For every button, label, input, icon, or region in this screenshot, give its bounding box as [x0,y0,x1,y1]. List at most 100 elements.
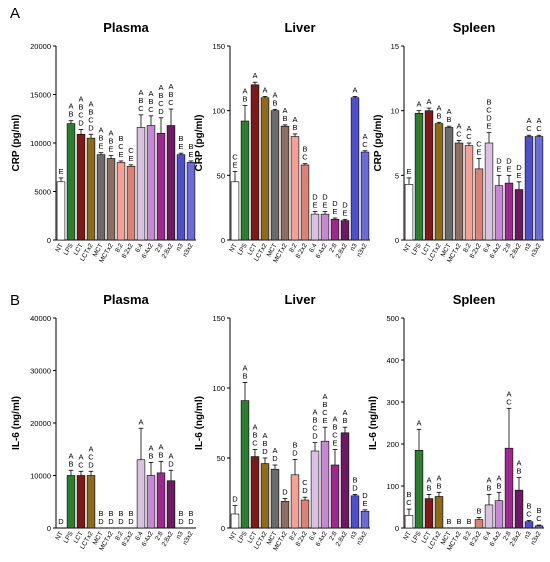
bar-LCT [424,498,434,529]
bar-2:8x2 [166,125,176,241]
y-tick-label: 30000 [30,367,51,376]
bar-LPS [240,400,250,529]
x-tick-label: NT [228,530,238,541]
x-tick-label: 6:4 [308,530,319,542]
y-axis-label: CRP (pg/ml) [11,114,22,171]
significance-letters: D [282,488,288,497]
significance-letters: A [262,85,267,94]
bar-LCT [76,475,86,529]
bar-6:4x2 [320,440,330,529]
chart-title: Liver [284,20,315,35]
significance-letters: B [476,507,481,516]
y-tick-label: 50 [217,171,225,180]
chart-title: Spleen [453,20,496,35]
bar-LPS [240,120,250,241]
bar-LPS [414,449,424,529]
bar-8:2x2 [474,519,484,529]
x-tick-label: NT [228,242,238,253]
y-tick-label: 10 [391,107,399,116]
x-tick-label: n3x2 [356,242,369,258]
bar-NT [56,181,66,241]
bar-6:4x2 [146,125,156,241]
bar-6:4x2 [146,475,156,529]
x-tick-label: n3x2 [530,530,543,546]
bar-n3 [524,521,534,529]
significance-letters: A [352,85,357,94]
significance-letters: A [416,100,421,109]
x-tick-label: 8:2x2 [121,242,135,260]
bar-2:8 [330,219,340,241]
y-tick-label: 15000 [30,91,51,100]
x-tick-label: n3 [175,530,185,540]
significance-letters: A [252,71,257,80]
bar-n3x2 [534,136,544,241]
y-tick-label: 10000 [30,139,51,148]
significance-letters: B [466,517,471,526]
bar-MCTx2 [454,142,464,241]
y-tick-label: 300 [386,398,399,407]
x-tick-label: 8:2x2 [469,530,483,548]
x-tick-label: 8:2 [462,530,473,542]
x-tick-label: 6:4 [134,530,145,542]
y-tick-label: 200 [386,440,399,449]
bar-n3x2 [360,151,370,241]
bar-LCT [250,84,260,241]
chart-title: Liver [284,292,315,307]
bar-n3 [176,154,186,241]
bar-NT [230,513,240,529]
x-tick-label: 2:8x2 [509,530,523,548]
bar-8:2 [290,474,300,529]
bar-6:4 [310,213,320,241]
x-tick-label: 6:4 [134,242,145,254]
significance-letters: A [426,97,431,106]
bar-6:4 [136,459,146,529]
bar-2:8 [504,182,514,241]
x-tick-label: 8:2x2 [295,242,309,260]
y-tick-label: 5 [395,171,399,180]
bar-LCT [250,456,260,529]
x-tick-label: n3 [349,530,359,540]
significance-letters: D [232,495,238,504]
bar-NT [404,184,414,241]
bar-LCTx2 [86,475,96,529]
y-tick-label: 0 [221,524,225,533]
x-tick-label: 2:8x2 [335,242,349,260]
bar-n3x2 [186,162,196,241]
bar-8:2 [290,136,300,241]
x-tick-label: n3x2 [182,242,195,258]
x-tick-label: 2:8x2 [161,530,175,548]
bar-2:8 [504,447,514,529]
bar-8:2x2 [300,164,310,241]
